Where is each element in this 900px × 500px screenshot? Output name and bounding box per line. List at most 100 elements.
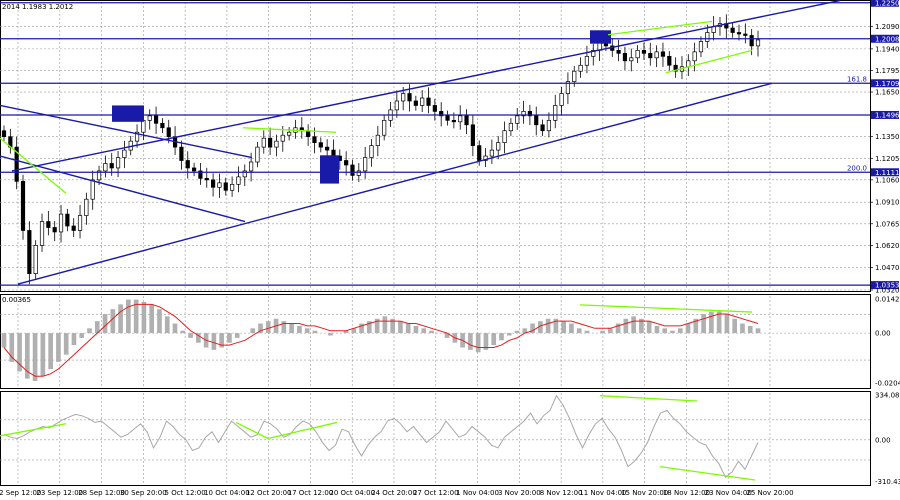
candle-bear	[616, 50, 621, 54]
candle-bull	[401, 93, 406, 102]
y-tick-label: 1.0910	[875, 199, 900, 207]
candle-bear	[318, 142, 323, 148]
candle-bull	[489, 149, 494, 157]
candle-bear	[527, 111, 532, 117]
candle-bear	[306, 130, 311, 138]
channel-upper-line	[11, 0, 841, 172]
candle-bull	[356, 170, 361, 176]
candle-bull	[515, 115, 520, 124]
x-tick-label: 17 Oct 12:00	[288, 489, 334, 497]
y-tick-label: 1.1060	[875, 176, 900, 184]
candle-bull	[96, 170, 102, 181]
candle-bear	[312, 136, 317, 144]
candle-bull	[77, 215, 83, 231]
candle-bear	[1, 130, 7, 138]
candle-bull	[521, 111, 526, 117]
candle-bear	[407, 93, 412, 102]
candle-bear	[160, 122, 165, 129]
macd-series	[1, 299, 761, 382]
candle-bull	[546, 119, 551, 132]
candle-bear	[27, 230, 32, 274]
candle-bull	[141, 119, 146, 133]
candle-bear	[268, 137, 273, 148]
macd-signal-line	[3, 303, 759, 377]
candle-bull	[274, 140, 279, 148]
candle-bear	[743, 33, 748, 36]
candle-bear	[622, 52, 628, 62]
x-tick-label: 5 Oct 12:00	[165, 489, 206, 497]
candle-bear	[730, 27, 735, 33]
candle-bull	[584, 55, 590, 66]
descending-line-upper	[0, 104, 253, 159]
divergence-line	[659, 465, 756, 481]
candle-bear	[179, 146, 184, 161]
candle-bull	[591, 50, 596, 57]
fib-label: 200.0	[847, 164, 867, 172]
divergence-line	[242, 127, 337, 133]
cci-series	[0, 394, 759, 481]
candle-bull	[249, 161, 254, 172]
price-level-tag	[871, 0, 899, 7]
highlight-box	[112, 105, 144, 122]
candle-bull	[382, 119, 387, 136]
candle-bull	[84, 198, 89, 216]
y-axis: 1.2250 1.2090 1.2008 1.1940 1.1795 1.17091.16…	[870, 0, 900, 486]
y-tick-label: 1.1940	[875, 45, 900, 53]
candle-bear	[20, 180, 26, 231]
candle-bull	[508, 122, 513, 132]
highlight-box	[320, 155, 339, 184]
candle-bear	[660, 51, 666, 57]
candle-bull	[280, 134, 285, 142]
macd-y-tick-label: 0.01427	[875, 295, 900, 303]
candle-bull	[698, 41, 704, 53]
candle-bear	[350, 164, 355, 176]
macd-header-text: 0.00365	[2, 296, 31, 304]
candle-bear	[432, 105, 437, 112]
candle-bear	[477, 145, 482, 161]
x-tick-label: 15 Nov 20:00	[621, 489, 668, 497]
y-tick-label: 1.0765	[875, 220, 900, 228]
candle-bear	[166, 127, 171, 138]
candle-bull	[420, 97, 425, 106]
candle-bull	[629, 57, 634, 62]
x-tick-label: 23 Sep 12:00	[36, 489, 83, 497]
candle-bear	[540, 124, 545, 132]
candle-bull	[217, 182, 222, 188]
candle-bull	[255, 146, 260, 163]
candle-bear	[445, 115, 450, 121]
x-tick-label: 12 Oct 20:00	[246, 489, 292, 497]
candle-bull	[103, 163, 108, 172]
x-tick-label: 28 Sep 12:00	[78, 489, 125, 497]
divergence-line	[267, 421, 338, 440]
cci-y-tick-label: 0.00	[875, 436, 891, 444]
divergence-line	[0, 423, 67, 437]
y-tick-label: 1.1111	[875, 169, 900, 177]
candle-bear	[344, 160, 349, 166]
candle-bull	[90, 179, 95, 200]
x-tick-label: 18 Nov 12:00	[663, 489, 710, 497]
cci-line	[3, 394, 759, 479]
candle-bull	[33, 244, 38, 274]
trend-overlays: 161.8 200.0	[0, 0, 870, 286]
fib-label: 161.8	[847, 75, 867, 83]
candle-bear	[464, 115, 469, 126]
y-tick-label: 1.1350	[875, 133, 900, 141]
candle-bear	[749, 35, 754, 47]
candle-bear	[211, 179, 216, 188]
y-tick-label: 1.1205	[875, 155, 900, 163]
candle-bull	[115, 157, 121, 169]
candle-bear	[325, 146, 330, 151]
candle-bear	[204, 178, 209, 181]
candle-bear	[14, 146, 19, 182]
price-level-tag	[871, 34, 899, 43]
candle-bull	[572, 70, 577, 82]
y-tick-label: 1.1496	[875, 111, 900, 119]
x-tick-label: 20 Oct 04:00	[329, 489, 375, 497]
x-tick-label: 27 Oct 12:00	[413, 489, 459, 497]
candle-bear	[451, 119, 456, 123]
y-tick-label: 1.0320	[875, 287, 900, 295]
candle-bull	[134, 131, 140, 142]
candle-bull	[496, 142, 501, 151]
candle-bear	[71, 225, 76, 231]
